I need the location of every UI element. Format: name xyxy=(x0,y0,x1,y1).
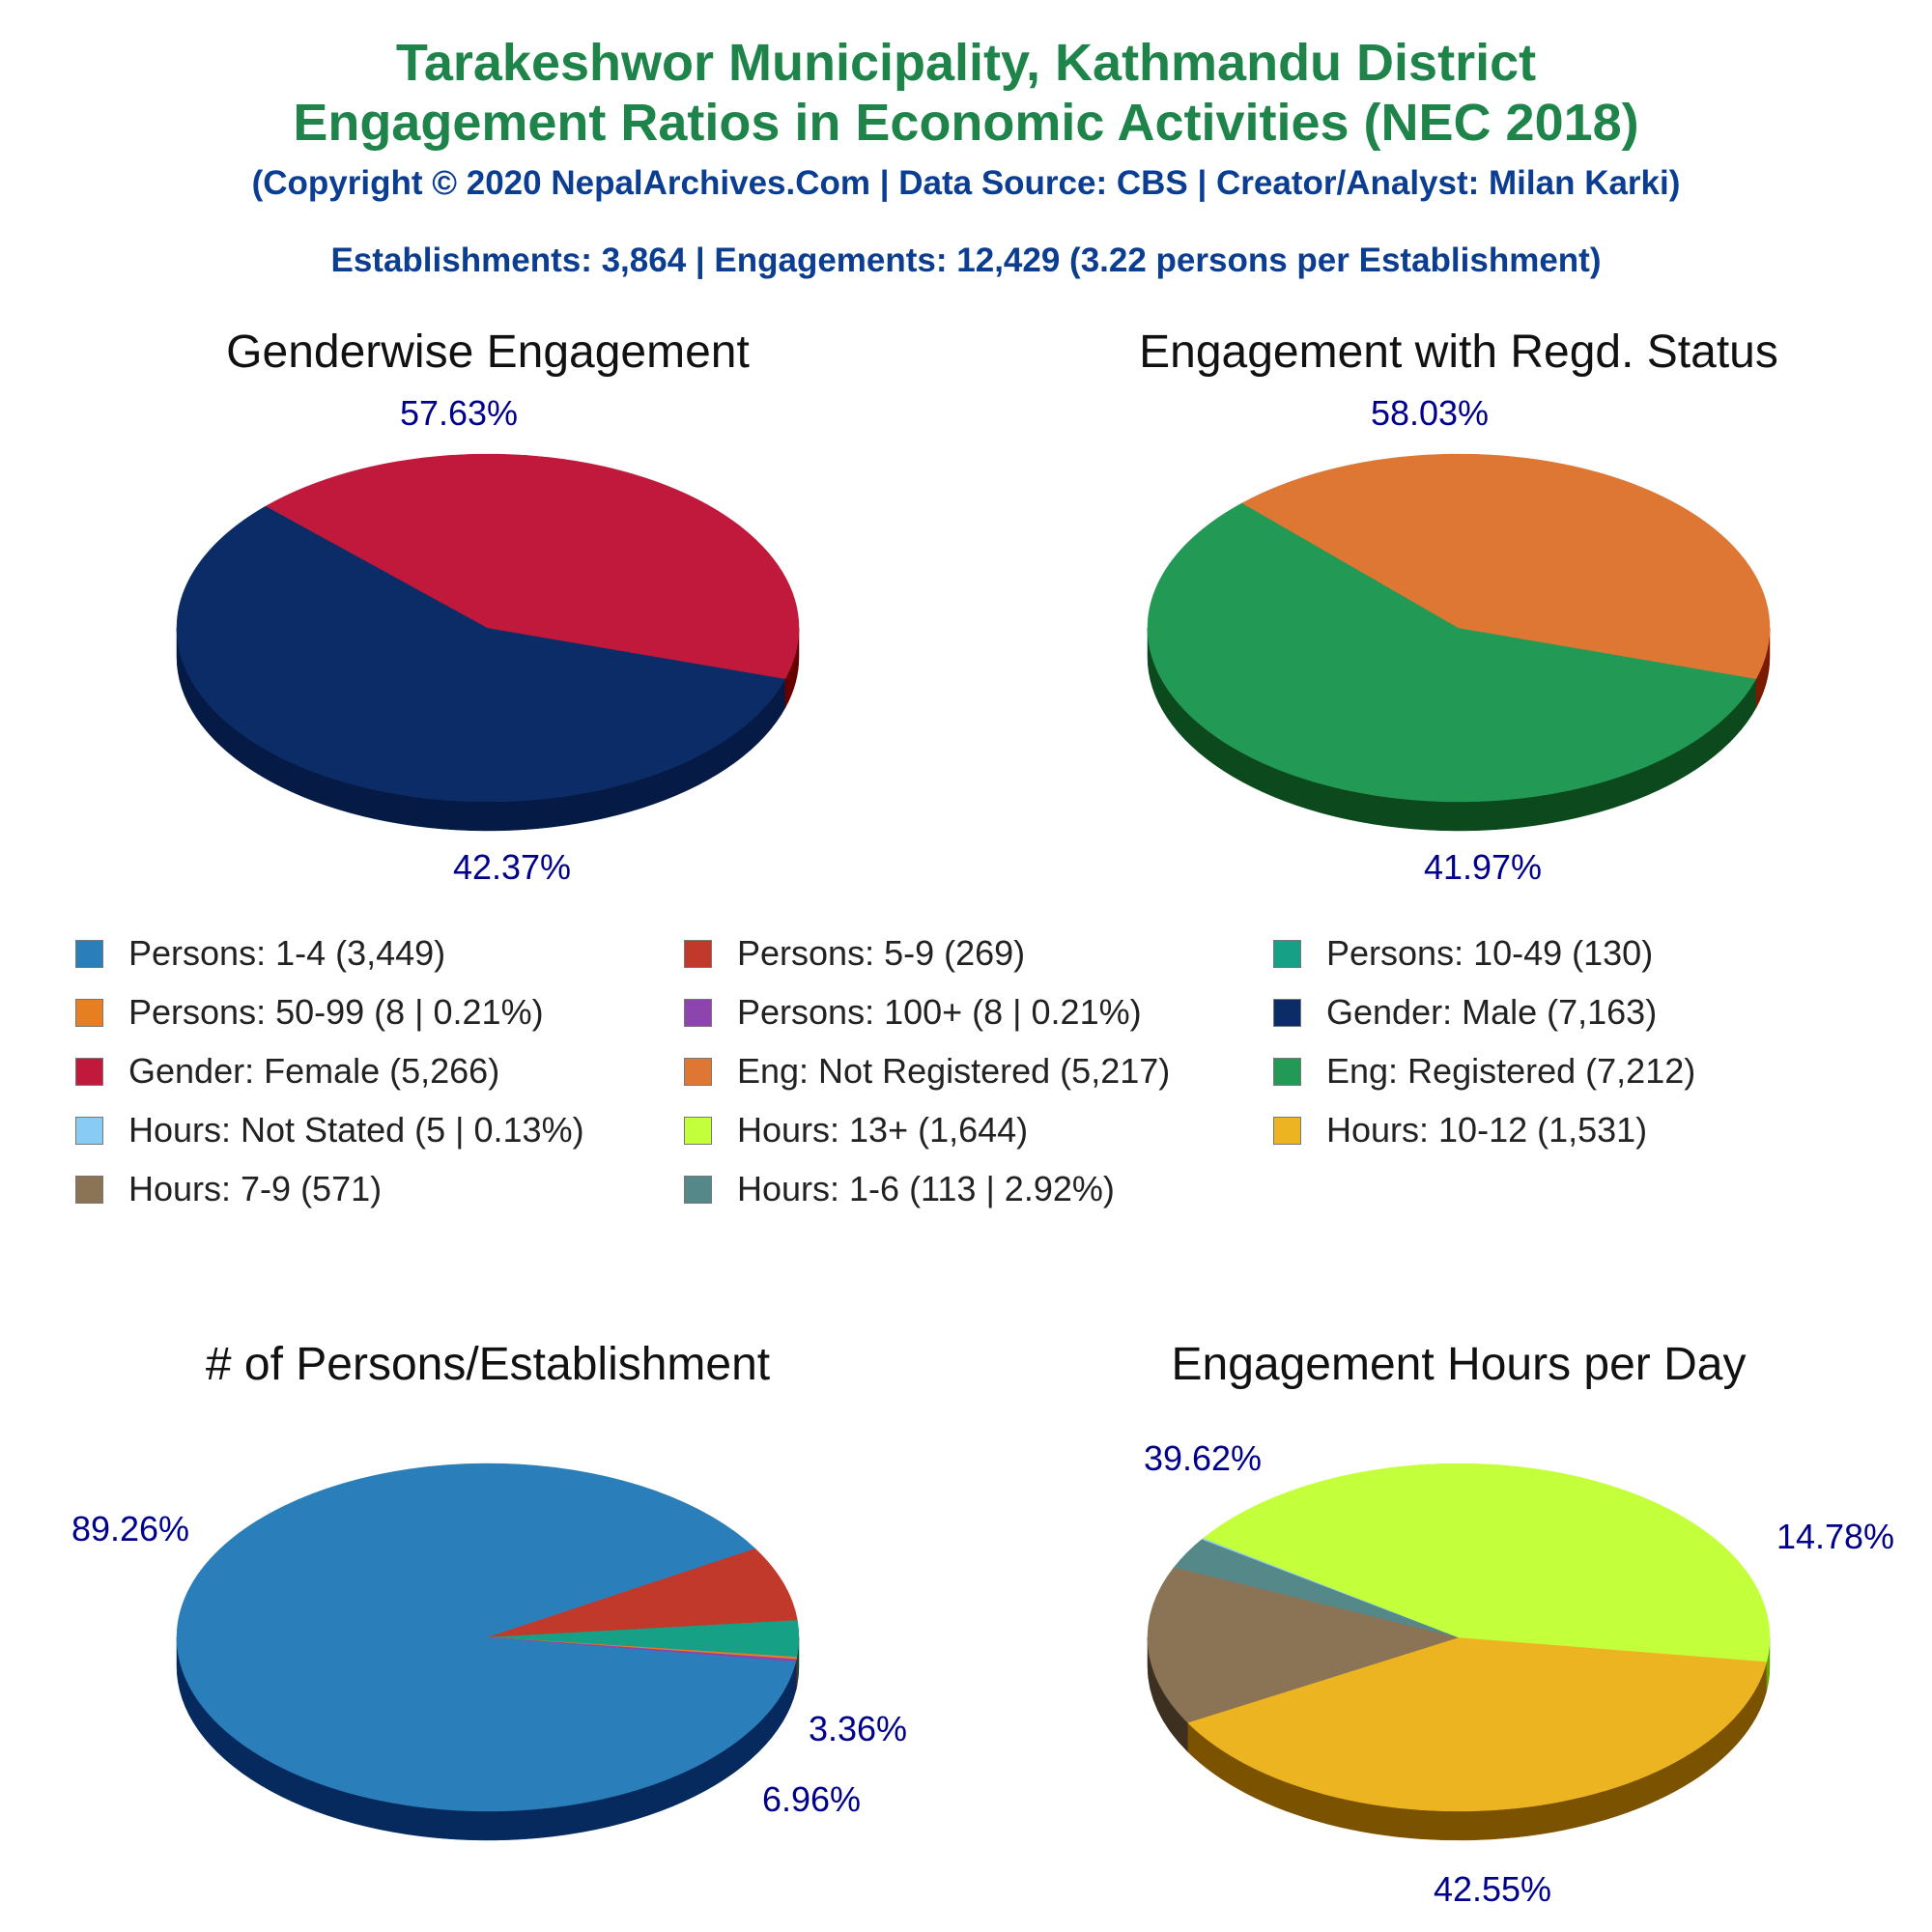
pie-side-persons-100 xyxy=(795,1659,797,1691)
pie-slice-eng-registered xyxy=(1147,502,1757,803)
legend-label: Persons: 5-9 (269) xyxy=(737,933,1026,973)
legend-item: Gender: Male (7,163) xyxy=(1273,991,1657,1034)
legend-label: Hours: 1-6 (113 | 2.92%) xyxy=(737,1169,1115,1208)
legend-item: Persons: 100+ (8 | 0.21%) xyxy=(684,991,1142,1034)
legend-swatch xyxy=(684,1116,712,1145)
title-line-2: Engagement Ratios in Economic Activities… xyxy=(293,94,1639,152)
legend-item: Gender: Female (5,266) xyxy=(75,1050,499,1093)
pie-slice-persons-1-4 xyxy=(176,1463,797,1812)
legend-swatch xyxy=(1273,939,1301,968)
chart-title: # of Persons/Establishment xyxy=(206,1339,770,1390)
pie-chart-2: Engagement with Regd. Status 58.03% 41.97% xyxy=(1139,327,1778,887)
percent-label: 39.62% xyxy=(1144,1438,1262,1478)
pie-chart-4: Engagement Hours per Day 39.62% 14.78% 42.5… xyxy=(1144,1339,1894,1909)
legend-item: Eng: Registered (7,212) xyxy=(1273,1050,1695,1093)
legend-label: Hours: 7-9 (571) xyxy=(128,1169,383,1208)
legend-item: Persons: 50-99 (8 | 0.21%) xyxy=(75,991,544,1034)
legend-item: Persons: 10-49 (130) xyxy=(1273,932,1653,975)
legend-label: Hours: Not Stated (5 | 0.13%) xyxy=(128,1110,584,1150)
legend-swatch xyxy=(75,1057,103,1086)
chart-title: Genderwise Engagement xyxy=(226,327,750,378)
legend-label: Hours: 13+ (1,644) xyxy=(737,1110,1029,1150)
chart-title: Engagement Hours per Day xyxy=(1172,1339,1747,1390)
percent-label: 42.55% xyxy=(1434,1869,1551,1909)
legend-label: Gender: Female (5,266) xyxy=(128,1051,500,1091)
pie-slice-hours-13 xyxy=(1203,1463,1771,1662)
pie-slice-persons-5-9 xyxy=(487,1548,798,1638)
legend-swatch xyxy=(75,1116,103,1145)
percent-label: 14.78% xyxy=(1776,1517,1894,1556)
legend-label: Hours: 10-12 (1,531) xyxy=(1326,1110,1648,1150)
percent-label: 42.37% xyxy=(453,847,571,887)
chart-title: Engagement with Regd. Status xyxy=(1139,327,1778,378)
legend-item: Hours: 1-6 (113 | 2.92%) xyxy=(684,1168,1115,1210)
pie-chart-1: Genderwise Engagement 57.63% 42.37% xyxy=(176,327,800,887)
legend-swatch xyxy=(1273,1116,1301,1145)
legend-item: Hours: 10-12 (1,531) xyxy=(1273,1109,1647,1151)
legend-label: Gender: Male (7,163) xyxy=(1326,992,1658,1032)
legend-label: Eng: Registered (7,212) xyxy=(1326,1051,1696,1091)
legend-item: Hours: 13+ (1,644) xyxy=(684,1109,1028,1151)
legend-swatch xyxy=(1273,998,1301,1027)
legend-swatch xyxy=(75,939,103,968)
pie-slice-hours-7-9 xyxy=(1147,1566,1460,1723)
legend-swatch xyxy=(684,1175,712,1204)
pie-slice-gender-female xyxy=(265,453,800,679)
percent-label: 58.03% xyxy=(1371,393,1489,433)
legend-item: Eng: Not Registered (5,217) xyxy=(684,1050,1170,1093)
legend-swatch xyxy=(1273,1057,1301,1086)
percent-label: 89.26% xyxy=(71,1509,189,1548)
legend-swatch xyxy=(75,998,103,1027)
legend-swatch xyxy=(75,1175,103,1204)
legend-item: Persons: 1-4 (3,449) xyxy=(75,932,445,975)
pie-slice-hours-10-12 xyxy=(1186,1636,1768,1812)
legend-swatch xyxy=(684,939,712,968)
percent-label: 57.63% xyxy=(400,393,518,433)
percent-label: 41.97% xyxy=(1424,847,1542,887)
legend-label: Eng: Not Registered (5,217) xyxy=(737,1051,1171,1091)
percent-label: 6.96% xyxy=(762,1779,861,1819)
legend-label: Persons: 10-49 (130) xyxy=(1326,933,1654,973)
pie-slice-eng-not-registered xyxy=(1241,453,1771,679)
legend-label: Persons: 100+ (8 | 0.21%) xyxy=(737,992,1142,1032)
summary-line: Establishments: 3,864 | Engagements: 12,… xyxy=(330,242,1602,279)
legend-item: Hours: 7-9 (571) xyxy=(75,1168,382,1210)
copyright-line: (Copyright © 2020 NepalArchives.Com | Da… xyxy=(251,164,1681,202)
legend-swatch xyxy=(684,998,712,1027)
percent-label: 3.36% xyxy=(809,1709,907,1748)
title-line-1: Tarakeshwor Municipality, Kathmandu Dist… xyxy=(395,34,1537,92)
legend-label: Persons: 50-99 (8 | 0.21%) xyxy=(128,992,544,1032)
legend-swatch xyxy=(684,1057,712,1086)
pie-slice-gender-male xyxy=(176,505,786,803)
legend-item: Persons: 5-9 (269) xyxy=(684,932,1025,975)
pie-chart-3: # of Persons/Establishment 89.26% 6.96% 3.3… xyxy=(71,1339,907,1841)
pie-slice-persons-100 xyxy=(487,1636,797,1662)
legend-item: Hours: Not Stated (5 | 0.13%) xyxy=(75,1109,584,1151)
legend-label: Persons: 1-4 (3,449) xyxy=(128,933,446,973)
